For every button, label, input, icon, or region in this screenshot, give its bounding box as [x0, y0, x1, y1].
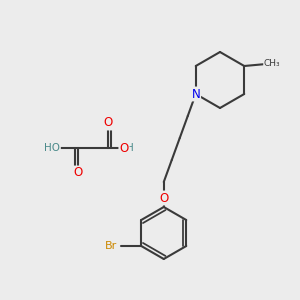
Text: CH₃: CH₃ [264, 59, 280, 68]
Text: Br: Br [105, 241, 117, 251]
Text: O: O [119, 142, 129, 154]
Text: O: O [103, 116, 112, 130]
Text: H: H [126, 143, 134, 153]
Text: HO: HO [44, 143, 60, 153]
Text: O: O [159, 191, 168, 205]
Text: O: O [74, 167, 82, 179]
Text: N: N [191, 88, 200, 100]
